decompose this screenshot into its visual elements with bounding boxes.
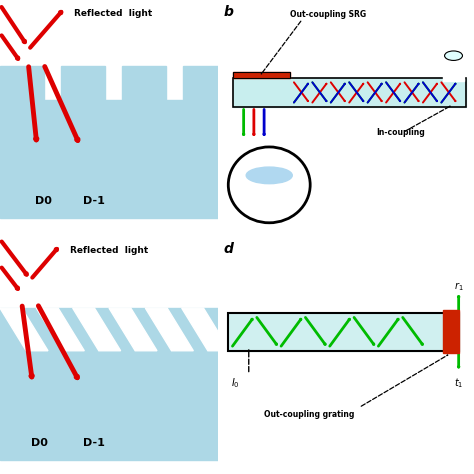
Text: $I_0$: $I_0$ — [231, 376, 239, 390]
Polygon shape — [146, 308, 193, 351]
Ellipse shape — [246, 167, 292, 184]
Polygon shape — [109, 308, 157, 351]
Text: Out-coupling SRG: Out-coupling SRG — [290, 9, 366, 18]
Text: In-coupling: In-coupling — [377, 128, 426, 137]
Text: b: b — [223, 5, 233, 19]
Bar — [0, 100, 218, 218]
Bar — [0, 66, 44, 100]
Text: Reflected  light: Reflected light — [74, 9, 152, 18]
Bar — [443, 310, 459, 353]
Polygon shape — [182, 308, 230, 351]
Text: Out-coupling grating: Out-coupling grating — [264, 410, 355, 419]
Circle shape — [228, 147, 310, 223]
Text: D-1: D-1 — [83, 438, 105, 447]
Bar — [233, 78, 466, 107]
Text: $t_1$: $t_1$ — [454, 376, 463, 390]
Text: D0: D0 — [35, 196, 52, 206]
Bar — [443, 59, 464, 81]
Bar — [122, 66, 166, 100]
Bar — [233, 72, 290, 78]
Bar — [61, 66, 105, 100]
Bar — [0, 351, 218, 460]
Polygon shape — [73, 308, 121, 351]
Text: D-1: D-1 — [83, 196, 105, 206]
Text: D0: D0 — [31, 438, 48, 447]
Ellipse shape — [445, 51, 463, 61]
Bar — [228, 313, 459, 351]
Bar — [233, 78, 466, 107]
Polygon shape — [36, 308, 84, 351]
Bar — [228, 313, 459, 351]
Text: $r_1$: $r_1$ — [454, 280, 463, 293]
Polygon shape — [0, 308, 48, 351]
Bar — [233, 72, 290, 78]
Bar — [183, 66, 227, 100]
Bar — [0, 308, 218, 351]
Text: d: d — [223, 242, 233, 256]
Text: Reflected  light: Reflected light — [70, 246, 148, 255]
